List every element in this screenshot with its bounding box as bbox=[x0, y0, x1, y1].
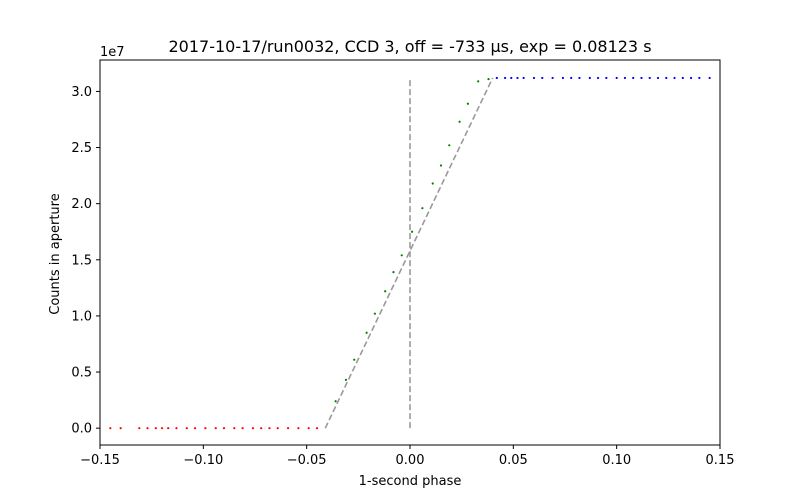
data-point bbox=[487, 77, 490, 81]
data-point bbox=[365, 331, 368, 334]
y-tick-label: 1.5 bbox=[71, 253, 92, 268]
y-tick-label: 0.0 bbox=[71, 422, 92, 437]
y-tick-label: 2.0 bbox=[71, 197, 92, 212]
data-point bbox=[551, 76, 554, 80]
plot-marks bbox=[109, 76, 711, 430]
data-point bbox=[673, 76, 676, 80]
x-tick-label: 0.15 bbox=[706, 453, 735, 468]
data-point bbox=[431, 182, 434, 185]
data-point bbox=[334, 400, 337, 403]
data-point bbox=[689, 76, 693, 80]
data-point bbox=[400, 254, 403, 257]
data-point bbox=[109, 427, 112, 430]
data-point bbox=[260, 427, 263, 430]
data-point bbox=[204, 427, 207, 430]
data-point bbox=[640, 76, 643, 80]
data-point bbox=[615, 76, 618, 80]
data-point bbox=[241, 427, 244, 430]
y-multiplier-label: 1e7 bbox=[100, 45, 125, 60]
data-point bbox=[578, 76, 581, 80]
y-axis-label: Counts in aperture bbox=[48, 193, 63, 314]
data-point bbox=[251, 427, 255, 430]
data-point bbox=[516, 76, 519, 80]
data-point bbox=[596, 76, 600, 80]
y-axis-ticks: 0.0 0.5 1.0 1.5 2.0 2.5 3.0 bbox=[71, 85, 100, 437]
data-point bbox=[214, 427, 217, 430]
data-point bbox=[632, 76, 635, 80]
data-point bbox=[510, 76, 513, 80]
x-tick-label: 0.05 bbox=[499, 453, 528, 468]
data-point bbox=[477, 80, 480, 83]
y-tick-label: 3.0 bbox=[71, 85, 92, 100]
data-point bbox=[410, 230, 414, 233]
data-point bbox=[353, 358, 356, 361]
y-tick-label: 0.5 bbox=[71, 366, 92, 381]
data-point bbox=[175, 427, 178, 430]
data-point bbox=[665, 76, 668, 80]
data-point bbox=[315, 427, 319, 430]
data-point bbox=[233, 427, 236, 430]
data-point bbox=[373, 312, 376, 315]
data-point bbox=[656, 76, 660, 80]
x-tick-label: −0.10 bbox=[183, 453, 223, 468]
x-tick-label: 0.10 bbox=[602, 453, 631, 468]
data-point bbox=[193, 427, 197, 430]
data-point bbox=[561, 76, 565, 80]
data-point bbox=[448, 144, 451, 147]
data-point bbox=[588, 76, 591, 80]
data-point bbox=[344, 378, 348, 381]
data-point bbox=[160, 427, 164, 430]
data-point bbox=[384, 290, 387, 293]
data-point bbox=[138, 427, 141, 430]
data-point bbox=[146, 427, 149, 430]
x-tick-label: −0.05 bbox=[287, 453, 327, 468]
data-point bbox=[605, 76, 608, 80]
fit-line bbox=[324, 77, 494, 429]
data-point bbox=[297, 427, 300, 430]
chart-title: 2017-10-17/run0032, CCD 3, off = -733 μs… bbox=[168, 37, 651, 56]
data-point bbox=[392, 271, 395, 274]
x-axis-label: 1-second phase bbox=[359, 474, 462, 489]
data-point bbox=[648, 76, 651, 80]
data-point bbox=[439, 164, 443, 167]
data-point bbox=[623, 76, 627, 80]
x-axis-ticks: −0.15 −0.10 −0.05 0.00 0.05 0.10 0.15 bbox=[80, 445, 734, 468]
data-point bbox=[503, 76, 507, 80]
data-point bbox=[154, 427, 157, 430]
y-tick-label: 1.0 bbox=[71, 309, 92, 324]
data-point bbox=[698, 76, 701, 80]
x-tick-label: 0.00 bbox=[396, 453, 425, 468]
data-point bbox=[268, 427, 271, 430]
data-point bbox=[681, 76, 684, 80]
data-point bbox=[222, 427, 226, 430]
data-point bbox=[541, 76, 544, 80]
data-point bbox=[307, 427, 310, 430]
data-point bbox=[458, 120, 461, 123]
y-tick-label: 2.5 bbox=[71, 141, 92, 156]
data-point bbox=[570, 76, 573, 80]
data-point bbox=[466, 102, 469, 105]
data-point bbox=[119, 427, 122, 430]
data-point bbox=[532, 76, 536, 80]
data-point bbox=[495, 76, 498, 80]
data-point bbox=[185, 427, 188, 430]
data-point bbox=[522, 76, 525, 80]
data-point bbox=[286, 427, 290, 430]
data-point bbox=[708, 76, 711, 80]
x-tick-label: −0.15 bbox=[80, 453, 120, 468]
data-point bbox=[276, 427, 279, 430]
data-point bbox=[167, 427, 170, 430]
data-point bbox=[421, 207, 424, 210]
